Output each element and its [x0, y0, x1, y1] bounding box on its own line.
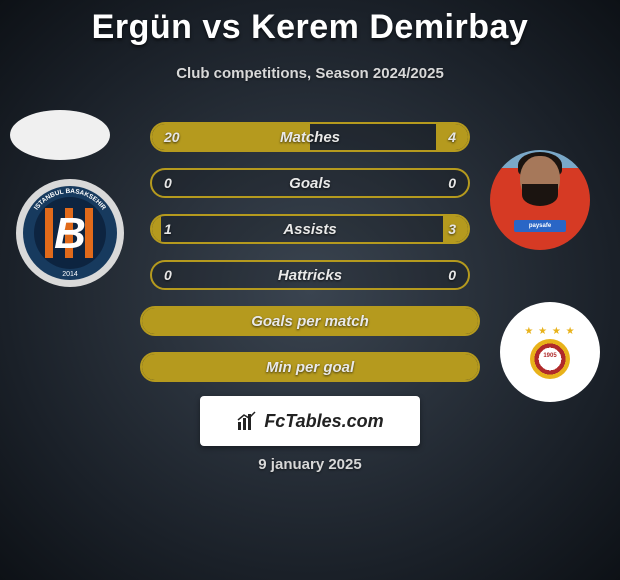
stat-label: Goals per match [142, 308, 478, 334]
stat-label: Matches [152, 124, 468, 150]
stat-label: Hattricks [152, 262, 468, 288]
stat-value-right: 0 [448, 170, 456, 196]
gala-year: 1905 [530, 353, 570, 359]
svg-text:B: B [54, 209, 86, 258]
svg-text:2014: 2014 [62, 271, 78, 278]
gala-stars: ★ ★ ★ ★ [524, 326, 575, 337]
footer-date: 9 january 2025 [0, 456, 620, 473]
site-label: FcTables.com [264, 411, 383, 432]
stat-row-hattricks: Hattricks0 0 [150, 260, 470, 290]
stat-row-matches: Matches20 4 [150, 122, 470, 152]
stat-row-goals: Goals0 0 [150, 168, 470, 198]
stat-row-goals-per-match: Goals per match [140, 306, 480, 336]
stat-label: Goals [152, 170, 468, 196]
club-badge-basaksehir: B ISTANBUL BASAKSEHIR 2014 [15, 178, 125, 288]
player-right-photo: paysafe [490, 150, 590, 250]
stat-value-right: 0 [448, 262, 456, 288]
club-badge-galatasaray: ★ ★ ★ ★ 1905 [500, 302, 600, 402]
stat-value-left: 0 [164, 170, 172, 196]
jersey-sponsor: paysafe [514, 220, 566, 232]
stat-label: Min per goal [142, 354, 478, 380]
stat-value-right: 4 [448, 124, 456, 150]
page-title: Ergün vs Kerem Demirbay [0, 0, 620, 47]
stat-label: Assists [152, 216, 468, 242]
player-beard [522, 184, 558, 206]
subtitle: Club competitions, Season 2024/2025 [0, 65, 620, 82]
comparison-chart: Matches204Goals00Assists13Hattricks00Goa… [140, 122, 480, 398]
stat-value-left: 20 [164, 124, 180, 150]
stat-row-min-per-goal: Min per goal [140, 352, 480, 382]
player-left-photo [10, 110, 110, 160]
stat-value-right: 3 [448, 216, 456, 242]
chart-icon [236, 410, 258, 432]
stat-value-left: 1 [164, 216, 172, 242]
site-badge[interactable]: FcTables.com [200, 396, 420, 446]
gala-roundel: 1905 [530, 339, 570, 379]
stat-value-left: 0 [164, 262, 172, 288]
stat-row-assists: Assists1 3 [150, 214, 470, 244]
